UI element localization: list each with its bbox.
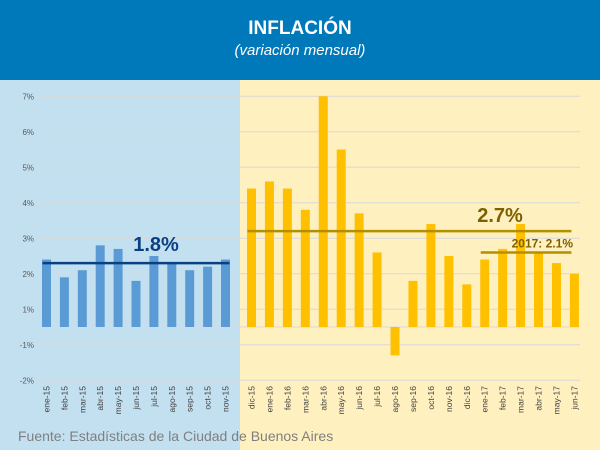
- bar-feb-15: [59, 277, 69, 327]
- x-tick-label: jun-17: [569, 386, 579, 411]
- bar-feb-17: [498, 248, 508, 327]
- x-tick-label: ago-15: [167, 386, 177, 413]
- panel-2016-17: [240, 80, 600, 450]
- x-tick-label: ene-16: [264, 386, 274, 413]
- x-tick-label: jun-16: [354, 386, 364, 411]
- x-tick-label: mar-16: [300, 386, 310, 413]
- y-tick-label: 2%: [22, 270, 34, 279]
- bar-oct-15: [203, 266, 213, 327]
- bar-dic-16: [462, 284, 472, 327]
- y-tick-label: 3%: [22, 234, 34, 243]
- bar-abr-15: [95, 245, 105, 327]
- x-tick-label: feb-15: [59, 386, 69, 410]
- header-banner: INFLACIÓN (variación mensual): [0, 0, 600, 80]
- y-tick-label: -2%: [20, 376, 34, 385]
- bar-may-17: [551, 263, 561, 327]
- bar-may-15: [113, 248, 123, 327]
- bar-mar-17: [516, 224, 526, 327]
- x-tick-label: oct-16: [426, 386, 436, 410]
- x-tick-label: sep-15: [185, 386, 195, 412]
- bar-ene-17: [480, 259, 490, 327]
- bar-mar-15: [77, 270, 87, 327]
- average-label-2015: 1.8%: [133, 234, 179, 256]
- bar-jun-15: [131, 280, 141, 327]
- y-tick-label: 1%: [22, 305, 34, 314]
- bar-may-16: [336, 149, 346, 327]
- x-tick-label: abr-16: [318, 386, 328, 411]
- x-tick-label: jul-16: [372, 386, 382, 408]
- bar-ago-15: [167, 263, 177, 327]
- bar-dic-15: [247, 188, 256, 327]
- bar-jul-15: [149, 256, 159, 327]
- bar-ago-16: [390, 327, 400, 356]
- x-tick-label: abr-17: [534, 386, 544, 411]
- x-tick-label: dic-16: [462, 386, 472, 409]
- bar-ene-16: [264, 181, 274, 327]
- bar-jul-16: [372, 252, 382, 327]
- y-tick-label: -1%: [20, 341, 34, 350]
- x-tick-label: jul-15: [149, 386, 159, 408]
- y-tick-label: 4%: [22, 199, 34, 208]
- bar-abr-17: [534, 252, 544, 327]
- bar-sep-15: [185, 270, 195, 327]
- bar-ene-15: [42, 259, 51, 327]
- x-tick-label: ene-17: [480, 386, 490, 413]
- bar-sep-16: [408, 280, 418, 327]
- x-tick-label: abr-15: [95, 386, 105, 411]
- average-label-2016-17: 2.7%: [477, 205, 523, 227]
- bar-mar-16: [300, 209, 310, 327]
- x-tick-label: jun-15: [131, 386, 141, 411]
- bar-feb-16: [282, 188, 292, 327]
- x-tick-label: dic-15: [247, 386, 257, 409]
- bar-nov-15: [221, 259, 230, 327]
- x-tick-label: feb-16: [282, 386, 292, 410]
- x-tick-label: may-15: [113, 386, 123, 415]
- chart-subtitle: (variación mensual): [234, 42, 366, 59]
- y-tick-label: 5%: [22, 163, 34, 172]
- bar-abr-16: [318, 96, 328, 327]
- x-tick-label: mar-17: [516, 386, 526, 413]
- x-tick-label: ago-16: [390, 386, 400, 413]
- source-note: Fuente: Estadísticas de la Ciudad de Bue…: [18, 428, 334, 444]
- bar-nov-16: [444, 256, 454, 327]
- x-tick-label: may-16: [336, 386, 346, 415]
- x-tick-label: feb-17: [498, 386, 508, 410]
- bar-jun-16: [354, 213, 364, 327]
- average-label-2017: 2017: 2.1%: [512, 236, 574, 250]
- bar-oct-16: [426, 224, 436, 327]
- x-tick-label: nov-15: [221, 386, 231, 412]
- x-tick-label: mar-15: [77, 386, 87, 413]
- x-tick-label: ene-15: [42, 386, 52, 413]
- x-tick-label: oct-15: [203, 386, 213, 410]
- y-tick-label: 7%: [22, 92, 34, 101]
- x-tick-label: nov-16: [444, 386, 454, 412]
- x-tick-label: may-17: [551, 386, 561, 415]
- x-tick-label: sep-16: [408, 386, 418, 412]
- y-tick-label: 6%: [22, 128, 34, 137]
- chart-title: INFLACIÓN: [248, 18, 352, 39]
- bar-jun-17: [569, 273, 579, 327]
